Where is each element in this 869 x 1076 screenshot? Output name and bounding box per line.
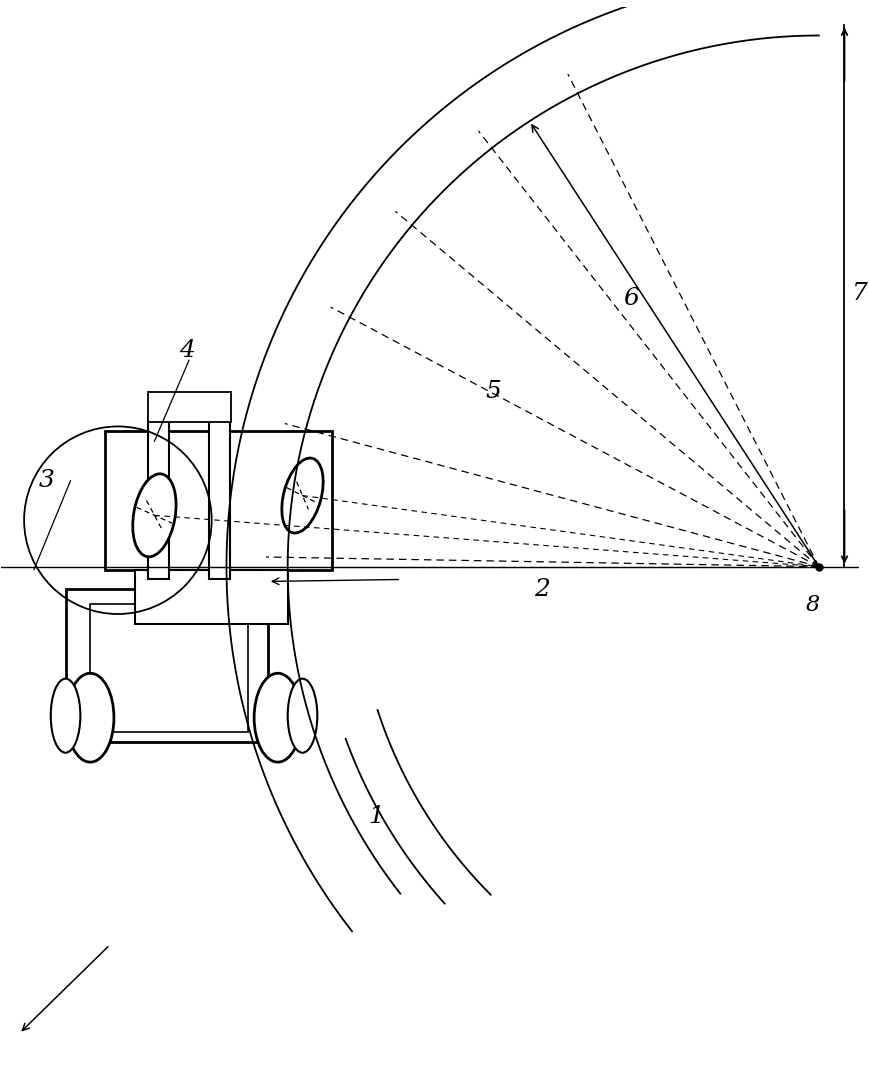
Text: 1: 1: [368, 805, 384, 827]
Bar: [209, 416, 230, 580]
Text: 2: 2: [534, 578, 550, 600]
Ellipse shape: [67, 674, 114, 762]
Text: 8: 8: [806, 594, 820, 617]
Text: 3: 3: [39, 469, 55, 492]
Bar: [148, 416, 169, 580]
Bar: [148, 392, 231, 422]
Ellipse shape: [50, 679, 80, 753]
Bar: [135, 569, 288, 624]
Ellipse shape: [133, 473, 176, 556]
Bar: [105, 431, 332, 569]
Text: 5: 5: [485, 381, 501, 404]
Text: 4: 4: [179, 339, 195, 362]
Bar: [90, 604, 249, 733]
Bar: [65, 590, 268, 742]
Ellipse shape: [254, 674, 302, 762]
Ellipse shape: [288, 679, 317, 753]
Text: 6: 6: [623, 286, 640, 310]
Text: 7: 7: [852, 282, 868, 305]
Ellipse shape: [282, 458, 323, 533]
